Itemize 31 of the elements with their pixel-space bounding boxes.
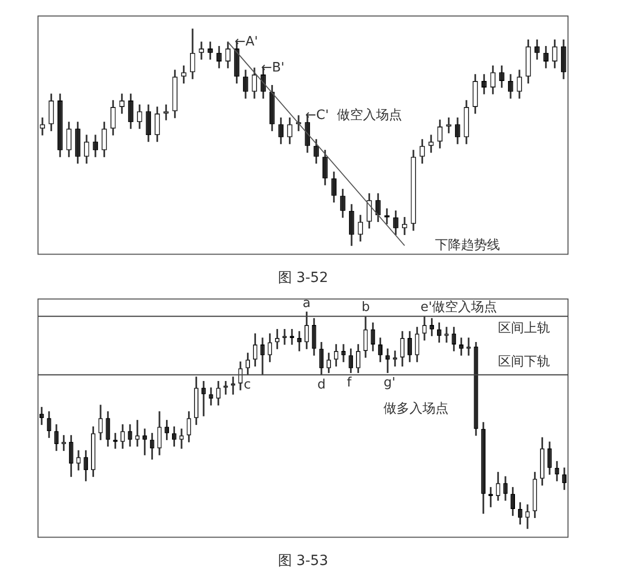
annotation: 下降趋势线 — [435, 238, 500, 253]
annotation: 做多入场点 — [384, 401, 449, 416]
annotation: b — [362, 300, 370, 316]
annotation: g' — [384, 376, 396, 390]
annotation: e'做空入场点 — [420, 300, 498, 316]
candlestick — [326, 352, 331, 373]
text: 图 3-52 — [278, 270, 328, 286]
ref-line-label: 区间下轨 — [498, 354, 550, 370]
candlestick — [459, 338, 464, 356]
candlestick — [510, 487, 515, 516]
candlestick — [444, 326, 449, 343]
candlestick — [142, 428, 147, 456]
text: 图 3-53 — [278, 553, 328, 570]
ref-line-label: 区间上轨 — [498, 321, 550, 336]
candlestick — [408, 331, 412, 362]
annotation: ←B' — [261, 60, 284, 76]
candlestick — [275, 328, 280, 350]
text: a — [302, 296, 311, 311]
candlestick — [540, 437, 544, 486]
candlestick — [194, 376, 198, 425]
candlestick — [179, 428, 184, 449]
annotation: ←A' — [234, 34, 258, 50]
annotation: f — [346, 376, 352, 390]
annotation: c — [244, 378, 251, 393]
candlestick — [224, 380, 228, 395]
candlestick — [378, 338, 382, 362]
annotation: ←C' 做空入场点 — [305, 108, 402, 123]
annotation: d — [317, 378, 326, 393]
candlestick — [246, 352, 250, 376]
candlestick — [91, 426, 96, 477]
candlestick — [356, 344, 360, 373]
